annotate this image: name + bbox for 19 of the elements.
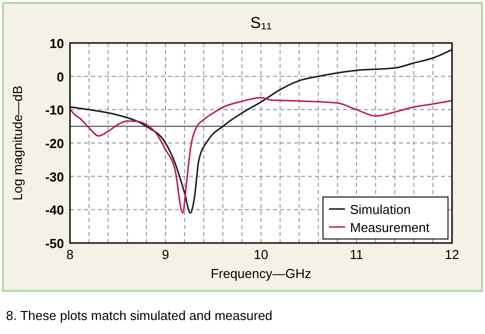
text: 8. These plots match simulated and measured xyxy=(6,308,272,323)
x-tick-label: 11 xyxy=(350,247,364,262)
legend-label: Simulation xyxy=(350,202,411,217)
y-tick-label: -40 xyxy=(45,202,64,218)
x-tick-label: 9 xyxy=(162,247,170,262)
y-tick-label: 10 xyxy=(50,36,64,51)
x-tick-label: 10 xyxy=(254,247,268,262)
y-tick-label: 0 xyxy=(56,69,64,84)
y-axis-title: Log magnitude—dB xyxy=(10,86,25,200)
x-tick-label: 8 xyxy=(66,247,74,262)
legend-label: Measurement xyxy=(350,220,430,235)
line-series xyxy=(69,96,453,214)
y-tick-label: -20 xyxy=(45,136,64,151)
x-tick-label: 12 xyxy=(444,247,460,262)
x-axis-title: Frequency—GHz xyxy=(210,266,312,281)
y-tick-label: -10 xyxy=(45,102,64,118)
y-tick-label: -50 xyxy=(45,236,64,251)
chart-title: S₁₁ xyxy=(250,15,272,32)
y-tick-label: -30 xyxy=(45,169,64,184)
